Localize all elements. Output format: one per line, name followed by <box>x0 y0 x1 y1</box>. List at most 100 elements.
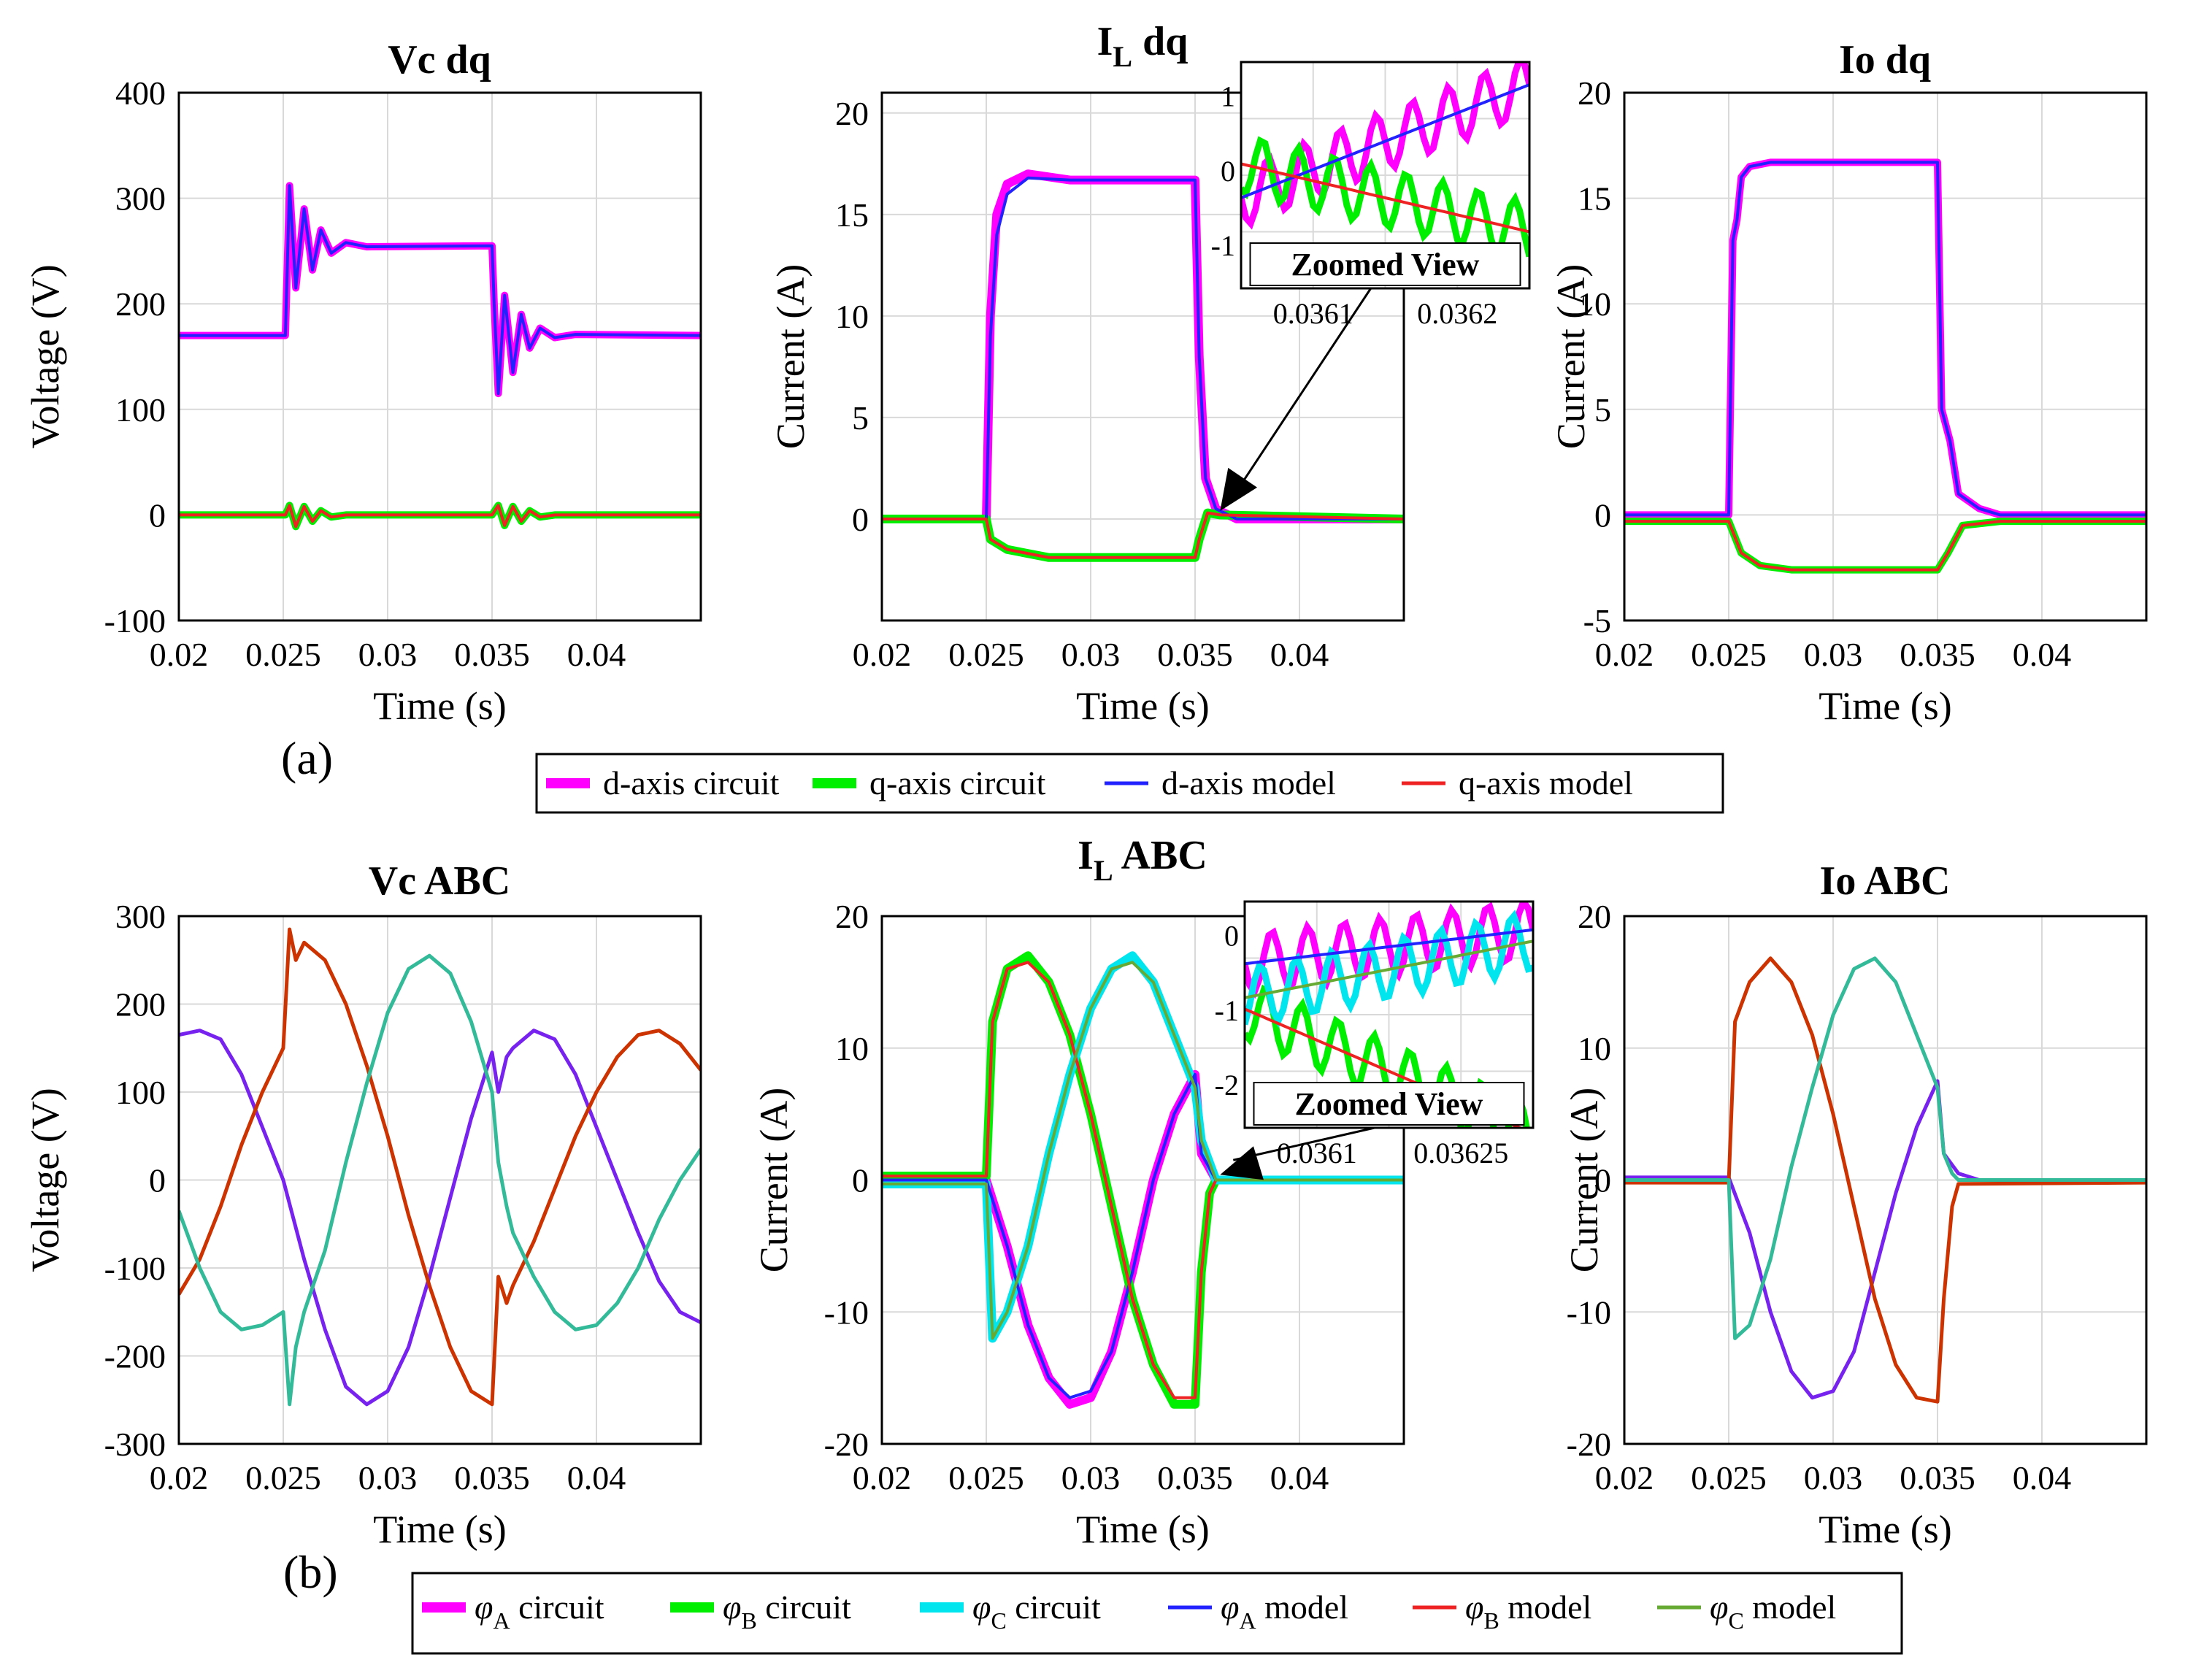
legend-b-label-4: φB model <box>1465 1588 1591 1634</box>
x-tick-label: 0.035 <box>454 636 530 673</box>
y-tick-label: -100 <box>104 602 166 639</box>
y-tick-label: 300 <box>115 898 166 935</box>
y-tick-label: 5 <box>852 399 869 437</box>
legend-b-sub-0: A <box>493 1607 510 1634</box>
zoom-frame-top <box>1243 900 1535 1129</box>
zoom-label-box <box>1249 242 1521 286</box>
legend-b-text-0: circuit <box>510 1588 604 1626</box>
x-tick-label: 0.025 <box>1691 1459 1767 1496</box>
y-axis-label: Voltage (V) <box>23 264 67 448</box>
x-tick-label: 0.025 <box>1691 636 1767 673</box>
x-tick-label: 0.04 <box>1270 1459 1329 1496</box>
plot-frame <box>880 91 1405 622</box>
y-tick-label: 20 <box>1578 74 1611 112</box>
x-axis-label: Time (s) <box>373 684 507 728</box>
y-axis-label: Current (A) <box>1549 264 1593 449</box>
zoom-arrow-head <box>1220 467 1258 511</box>
legend-b-sub-2: C <box>991 1607 1006 1634</box>
zoom-label: Zoomed View <box>1291 247 1480 283</box>
series-group <box>882 169 1404 562</box>
title-main: I <box>1097 19 1113 64</box>
x-tick-label: 0.02 <box>1595 1459 1654 1496</box>
zoom-inset: 1 0 -1 0.0361 0.0362 Zoomed View <box>1211 61 1531 511</box>
plot-frame <box>177 915 702 1445</box>
x-axis-label: Time (s) <box>1819 684 1952 728</box>
series-line-2 <box>179 953 701 1407</box>
x-tick-label: 0.04 <box>1270 636 1329 673</box>
x-tick-label: 0.03 <box>358 636 418 673</box>
x-tick-label: 0.03 <box>1804 636 1863 673</box>
y-tick-label: -100 <box>104 1250 166 1287</box>
y-tick-label: 200 <box>115 285 166 323</box>
series-group <box>179 927 701 1407</box>
y-tick-label: 100 <box>115 1074 166 1111</box>
x-tick-label: 0.02 <box>150 1459 209 1496</box>
series-line-3 <box>882 511 1404 559</box>
legend-b-label-2: φC circuit <box>972 1588 1101 1634</box>
legend-b-box <box>411 1572 1903 1655</box>
y-tick-label: 10 <box>835 298 869 335</box>
y-tick-label: 10 <box>1578 285 1611 323</box>
chart-title: Vc dq <box>388 37 491 82</box>
series-group <box>179 182 701 531</box>
zoom-arrow-line <box>1232 1126 1375 1161</box>
x-axis-label: Time (s) <box>1076 1507 1210 1551</box>
series-line-5 <box>882 961 1404 1340</box>
series-line-2 <box>1624 956 2146 1340</box>
chart-title: Io ABC <box>1820 858 1951 904</box>
legend-b-text-2: circuit <box>1007 1588 1101 1626</box>
x-axis-label: Time (s) <box>1819 1507 1952 1551</box>
y-tick-label: 400 <box>115 74 166 112</box>
legend-a-label-2: d-axis model <box>1161 764 1336 802</box>
x-tick-label: 0.03 <box>1061 1459 1121 1496</box>
legend-b-label-3: φA model <box>1221 1588 1348 1634</box>
series-group <box>1624 158 2146 574</box>
x-tick-label: 0.03 <box>1804 1459 1863 1496</box>
x-tick-label: 0.02 <box>853 1459 912 1496</box>
plot-area <box>1624 93 2146 620</box>
y-tick-label: 15 <box>835 196 869 234</box>
y-tick-label: -10 <box>824 1294 869 1331</box>
zoom-line-2 <box>1245 910 1533 1029</box>
chart-vc-dq: 0.02 0.025 0.03 0.035 0.04 -100 0 100 200 300 400 T… <box>23 37 702 728</box>
chart-vc-abc: 0.02 0.025 0.03 0.035 0.04 -300 -200 -100 0 100 20… <box>23 858 702 1551</box>
x-tick-label: 0.025 <box>245 636 321 673</box>
zoom-x-tick: 0.0361 <box>1273 297 1353 330</box>
legend-b-label-1: φB circuit <box>723 1588 851 1634</box>
y-tick-label: 20 <box>1578 898 1611 935</box>
zoom-arrow-line <box>1232 288 1372 497</box>
y-tick-label: -10 <box>1567 1294 1611 1331</box>
series-line-1 <box>179 927 701 1407</box>
x-tick-label: 0.025 <box>948 1459 1024 1496</box>
legend-b-text-1: circuit <box>757 1588 851 1626</box>
legend-b-sym-2: φ <box>972 1588 991 1626</box>
chart-title: Vc ABC <box>369 858 510 904</box>
y-axis-label: Current (A) <box>752 1088 796 1272</box>
x-tick-label: 0.02 <box>150 636 209 673</box>
y-tick-label: 0 <box>1594 496 1611 534</box>
x-tick-label: 0.04 <box>2013 636 2072 673</box>
zoom-y-tick: 0 <box>1221 155 1235 188</box>
chart-io-abc: 0.02 0.025 0.03 0.035 0.04 -20 -10 0 10 20 Time (s… <box>1562 858 2148 1551</box>
x-tick-label: 0.025 <box>245 1459 321 1496</box>
zoom-line-3 <box>1241 162 1529 234</box>
y-tick-label: 20 <box>835 898 869 935</box>
series-group <box>882 951 1404 1409</box>
zoom-arrow-head <box>1220 1146 1264 1180</box>
plot-frame <box>177 91 702 622</box>
y-tick-label: -5 <box>1583 602 1611 639</box>
legend-b-sym-1: φ <box>723 1588 741 1626</box>
zoom-line-3 <box>1245 928 1533 966</box>
zoom-y-tick: 0 <box>1224 920 1239 953</box>
legend-b-sub-4: B <box>1483 1607 1499 1634</box>
plot-frame <box>1623 91 2148 622</box>
zoom-y-tick: 1 <box>1221 80 1235 113</box>
series-line-0 <box>179 1029 701 1407</box>
legend-b-sym-5: φ <box>1710 1588 1728 1626</box>
chart-title: Io dq <box>1839 37 1931 82</box>
x-tick-label: 0.035 <box>1157 636 1233 673</box>
legend-b-sub-5: C <box>1728 1607 1743 1634</box>
y-tick-label: 0 <box>149 1162 166 1199</box>
